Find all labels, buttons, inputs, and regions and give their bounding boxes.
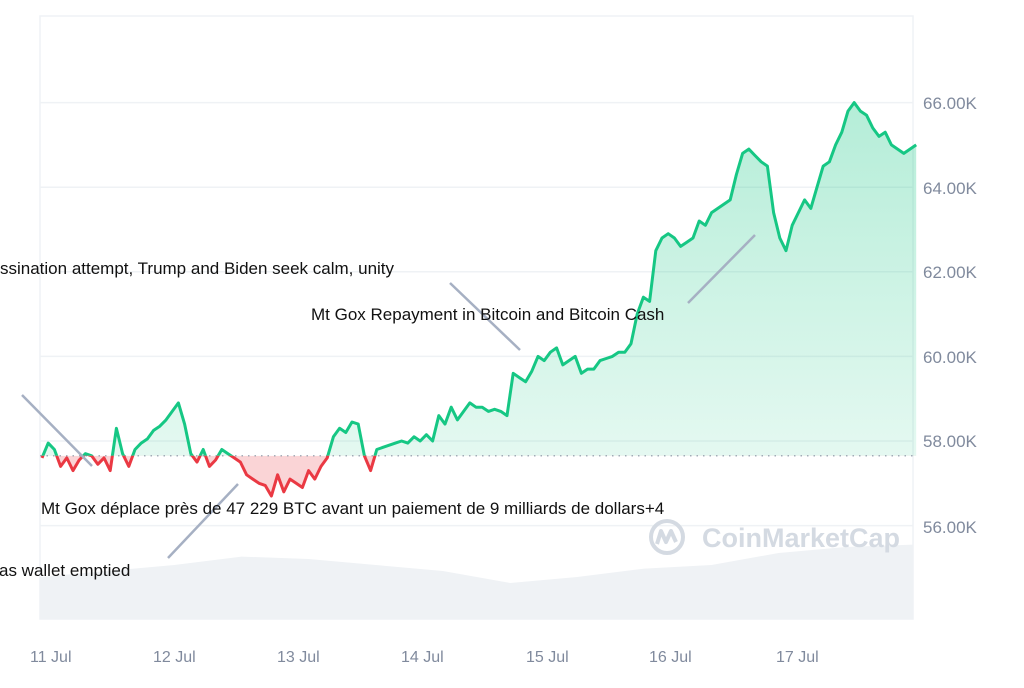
annotation-mt-gox-deplace[interactable]: Mt Gox déplace près de 47 229 BTC avant … — [41, 499, 664, 518]
y-tick-label: 64.00K — [923, 179, 978, 198]
price-line[interactable] — [40, 101, 918, 498]
x-tick-label: 17 Jul — [776, 649, 819, 666]
y-tick-label: 60.00K — [923, 348, 978, 367]
y-tick-label: 62.00K — [923, 263, 978, 282]
coinmarketcap-logo-icon — [649, 519, 685, 555]
y-tick-label: 66.00K — [923, 94, 978, 113]
coinmarketcap-watermark: CoinMarketCap — [702, 523, 900, 553]
x-tick-label: 12 Jul — [153, 649, 196, 666]
annotation-mt-gox-repayment[interactable]: Mt Gox Repayment in Bitcoin and Bitcoin … — [311, 305, 664, 324]
x-tick-label: 11 Jul — [30, 649, 72, 666]
y-tick-label: 58.00K — [923, 432, 978, 451]
x-tick-label: 15 Jul — [526, 649, 569, 666]
x-tick-label: 14 Jul — [401, 649, 444, 666]
x-tick-label: 13 Jul — [277, 649, 320, 666]
annotation-lines — [21, 234, 756, 559]
annotation-wallet-emptied[interactable]: as wallet emptied — [0, 561, 130, 580]
x-tick-label: 16 Jul — [649, 649, 692, 666]
x-axis: 11 Jul 12 Jul 13 Jul 14 Jul 15 Jul 16 Ju… — [30, 649, 819, 666]
price-area-fill — [42, 102, 917, 496]
annotation-trump-assassination[interactable]: ssination attempt, Trump and Biden seek … — [0, 259, 395, 278]
volume-area — [40, 544, 913, 619]
y-tick-label: 56.00K — [923, 518, 978, 537]
y-axis: 66.00K 64.00K 62.00K 60.00K 58.00K 56.00… — [923, 94, 978, 537]
